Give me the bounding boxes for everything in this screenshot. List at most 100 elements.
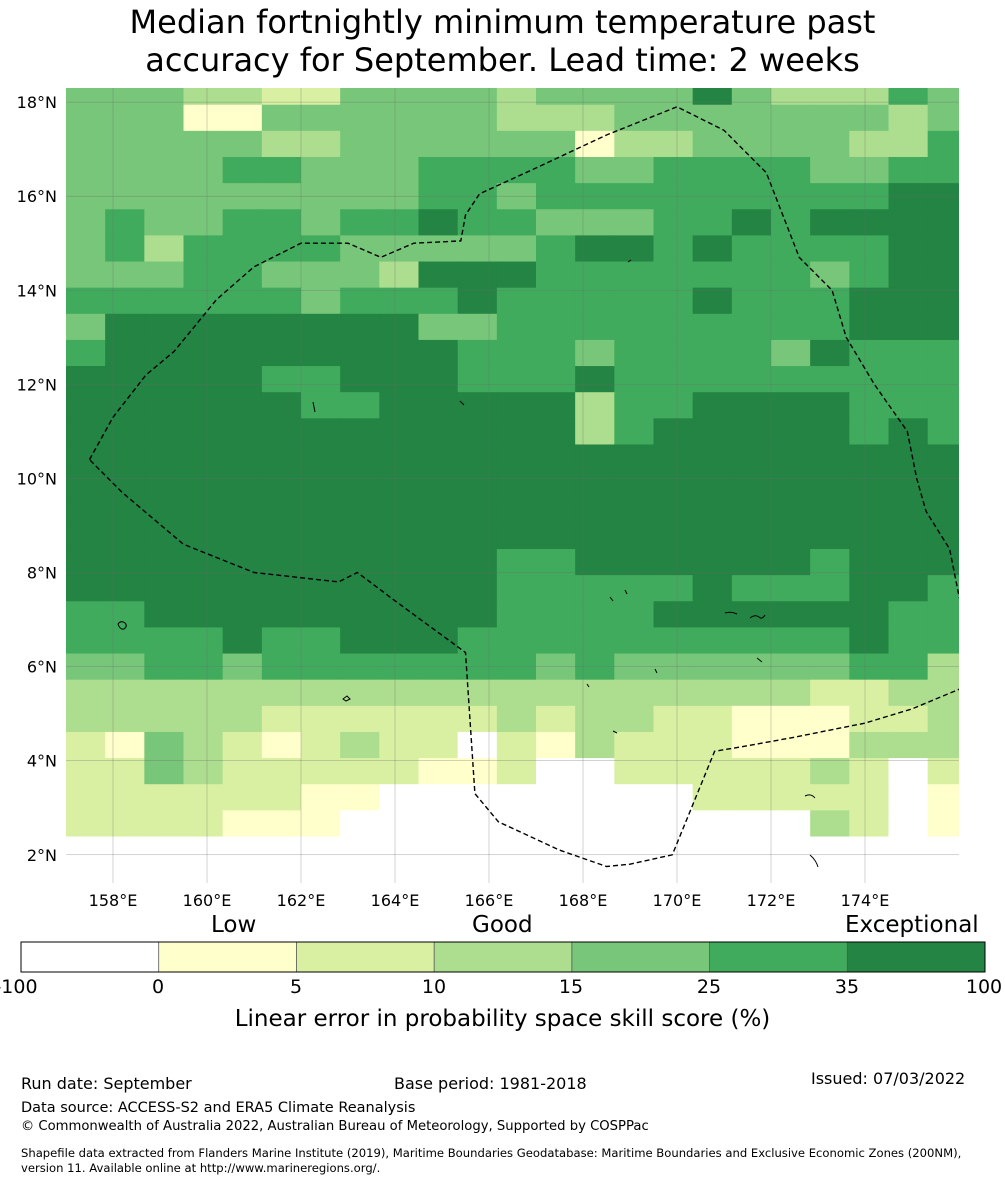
skill-cell <box>261 339 302 367</box>
skill-cell <box>653 705 694 733</box>
skill-cell <box>496 104 537 132</box>
skill-cell <box>810 235 850 263</box>
skill-cell <box>105 758 145 785</box>
skill-cell <box>888 836 929 864</box>
skill-cell <box>653 444 694 472</box>
skill-cell <box>653 88 694 106</box>
skill-cell <box>927 444 959 472</box>
skill-cell <box>496 705 537 733</box>
skill-cell <box>261 366 302 393</box>
base-period: Base period: 1981-2018 <box>394 1074 587 1093</box>
skill-cell <box>810 496 850 524</box>
skill-cell <box>301 261 341 289</box>
skill-cell <box>457 758 498 785</box>
skill-cell <box>340 156 380 184</box>
skill-cell <box>301 470 341 498</box>
chart-title-line-2: accuracy for September. Lead time: 2 wee… <box>145 41 860 79</box>
skill-cell <box>457 418 498 446</box>
skill-cell <box>771 209 811 236</box>
skill-cell <box>731 601 772 629</box>
skill-cell <box>261 496 302 524</box>
run-date: Run date: September <box>21 1074 192 1093</box>
skill-cell <box>849 366 890 393</box>
skill-cell <box>66 209 106 236</box>
skill-cell <box>810 183 850 210</box>
skill-cell <box>183 209 224 236</box>
skill-cell <box>927 653 959 681</box>
skill-cell <box>692 339 733 367</box>
skill-cell <box>810 287 850 315</box>
skill-cell <box>692 235 733 263</box>
skill-cell <box>301 183 341 210</box>
skill-cell <box>261 575 302 602</box>
skill-cell <box>888 758 929 785</box>
skill-cell <box>418 313 459 341</box>
colorbar-swatch <box>434 942 572 972</box>
skill-cell <box>731 88 772 106</box>
skill-cell <box>496 235 537 263</box>
skill-cell <box>888 444 929 472</box>
skill-cell <box>105 366 145 393</box>
skill-cell <box>927 810 959 838</box>
skill-cell <box>418 601 459 629</box>
skill-cell <box>614 836 655 864</box>
skill-cell <box>457 366 498 393</box>
skill-cell <box>927 313 959 341</box>
skill-cell <box>731 784 772 811</box>
data-source: Data source: ACCESS-S2 and ERA5 Climate … <box>21 1100 416 1116</box>
skill-cell <box>301 209 341 236</box>
skill-cell <box>66 601 106 629</box>
skill-cell <box>888 130 929 158</box>
skill-cell <box>653 679 694 707</box>
skill-cell <box>614 549 655 576</box>
skill-cell <box>379 392 420 419</box>
skill-cell <box>222 366 263 393</box>
skill-cell <box>575 104 615 132</box>
skill-cell <box>731 549 772 576</box>
skill-cell <box>653 392 694 419</box>
skill-cell <box>144 784 185 811</box>
skill-cell <box>771 601 811 629</box>
skill-cell <box>849 156 890 184</box>
skill-cell <box>653 235 694 263</box>
skill-cell <box>66 287 106 315</box>
skill-cell <box>144 392 185 419</box>
skill-cell <box>457 731 498 759</box>
skill-cell <box>692 731 733 759</box>
skill-cell <box>810 758 850 785</box>
skill-cell <box>340 313 380 341</box>
colorbar-tick: 35 <box>834 976 860 998</box>
skill-cell <box>340 339 380 367</box>
skill-cell <box>144 261 185 289</box>
skill-cell <box>144 653 185 681</box>
skill-cell <box>301 679 341 707</box>
skill-cell <box>849 209 890 236</box>
chart-title-line-1: Median fortnightly minimum temperature p… <box>129 3 876 41</box>
skill-cell <box>457 601 498 629</box>
skill-cell <box>575 784 615 811</box>
skill-cell <box>536 784 576 811</box>
skill-cell <box>927 627 959 655</box>
skill-cell <box>810 731 850 759</box>
skill-cell <box>653 784 694 811</box>
skill-cell <box>888 313 929 341</box>
skill-cells <box>66 88 959 864</box>
colorbar-tick: 100 <box>965 976 1003 998</box>
skill-cell <box>261 836 302 864</box>
skill-cell <box>771 653 811 681</box>
skill-cell <box>614 104 655 132</box>
skill-cell <box>418 784 459 811</box>
skill-cell <box>261 627 302 655</box>
skill-cell <box>731 810 772 838</box>
skill-cell <box>222 235 263 263</box>
skill-cell <box>144 366 185 393</box>
skill-cell <box>457 235 498 263</box>
skill-cell <box>771 810 811 838</box>
skill-cell <box>810 627 850 655</box>
skill-cell <box>731 339 772 367</box>
island-outlines <box>117 259 819 868</box>
island-outline <box>117 621 127 630</box>
skill-cell <box>340 418 380 446</box>
skill-cell <box>301 784 341 811</box>
colorbar-swatch <box>847 942 985 972</box>
